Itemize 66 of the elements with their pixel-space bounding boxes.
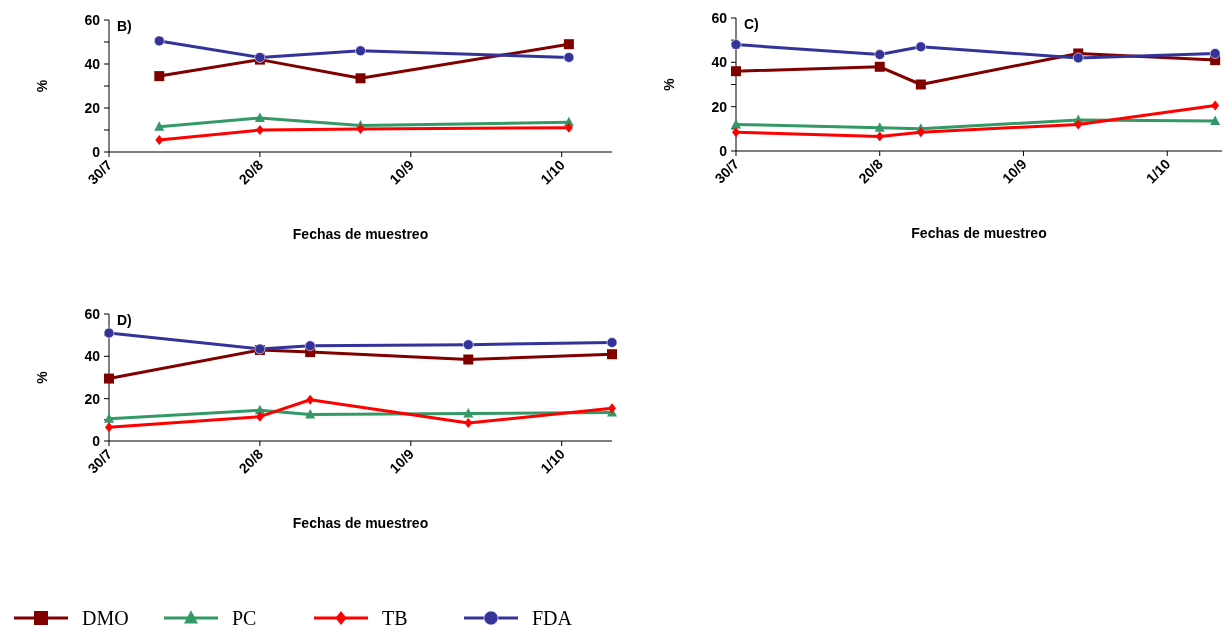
point [254,112,265,122]
point [915,41,927,53]
point [731,66,741,77]
y-axis-title: % [661,77,677,91]
point [1209,48,1221,59]
point [607,349,617,360]
point [154,35,165,47]
point [306,394,315,405]
point [564,122,573,133]
point [154,121,165,131]
x-axis-title: Fechas de muestreo [911,225,1047,241]
point [874,61,885,72]
point [1210,115,1221,126]
point [916,127,925,138]
x-axis-title: Fechas de muestreo [292,515,429,531]
point [462,339,474,350]
point [104,373,114,384]
point [103,327,115,339]
point [154,71,165,82]
y-tick-label: 60 [711,9,728,26]
point [730,39,742,50]
point [105,422,113,433]
point [304,340,316,352]
legend-label: DMO [82,607,129,629]
point [355,45,366,57]
y-tick-label: 40 [84,348,101,365]
y-tick-label: 20 [711,98,728,115]
legend-label: PC [232,607,257,629]
point [463,354,474,365]
point [875,131,884,142]
point [155,134,164,145]
point [1211,100,1220,111]
point [464,418,473,429]
point [255,125,264,135]
y-tick-label: 40 [84,55,101,72]
x-axis-title: Fechas de muestreo [292,226,429,242]
point [874,122,885,132]
y-tick-label: 40 [711,54,728,71]
point [915,79,926,90]
y-axis-title: % [34,370,50,384]
point [563,39,574,50]
y-tick-label: 0 [719,142,728,159]
point [305,409,316,419]
y-tick-label: 0 [92,432,101,449]
chart-title: B) [117,18,132,34]
y-tick-label: 60 [84,305,101,322]
point [563,52,575,63]
point [732,127,740,138]
y-tick-label: 0 [92,143,101,160]
point [255,411,264,422]
y-tick-label: 20 [84,99,101,116]
point [355,73,366,84]
chart-title: C) [744,16,759,32]
y-tick-label: 20 [84,390,101,407]
point [874,49,886,60]
legend-label: TB [382,607,408,629]
point [463,407,474,418]
legend-label: FDA [532,607,573,629]
y-tick-label: 60 [84,11,101,28]
chart-title: D) [117,312,132,328]
point [1072,52,1084,64]
point [606,337,618,348]
point [356,123,365,134]
point [1074,119,1083,130]
point [104,413,114,423]
y-axis-title: % [34,79,50,93]
